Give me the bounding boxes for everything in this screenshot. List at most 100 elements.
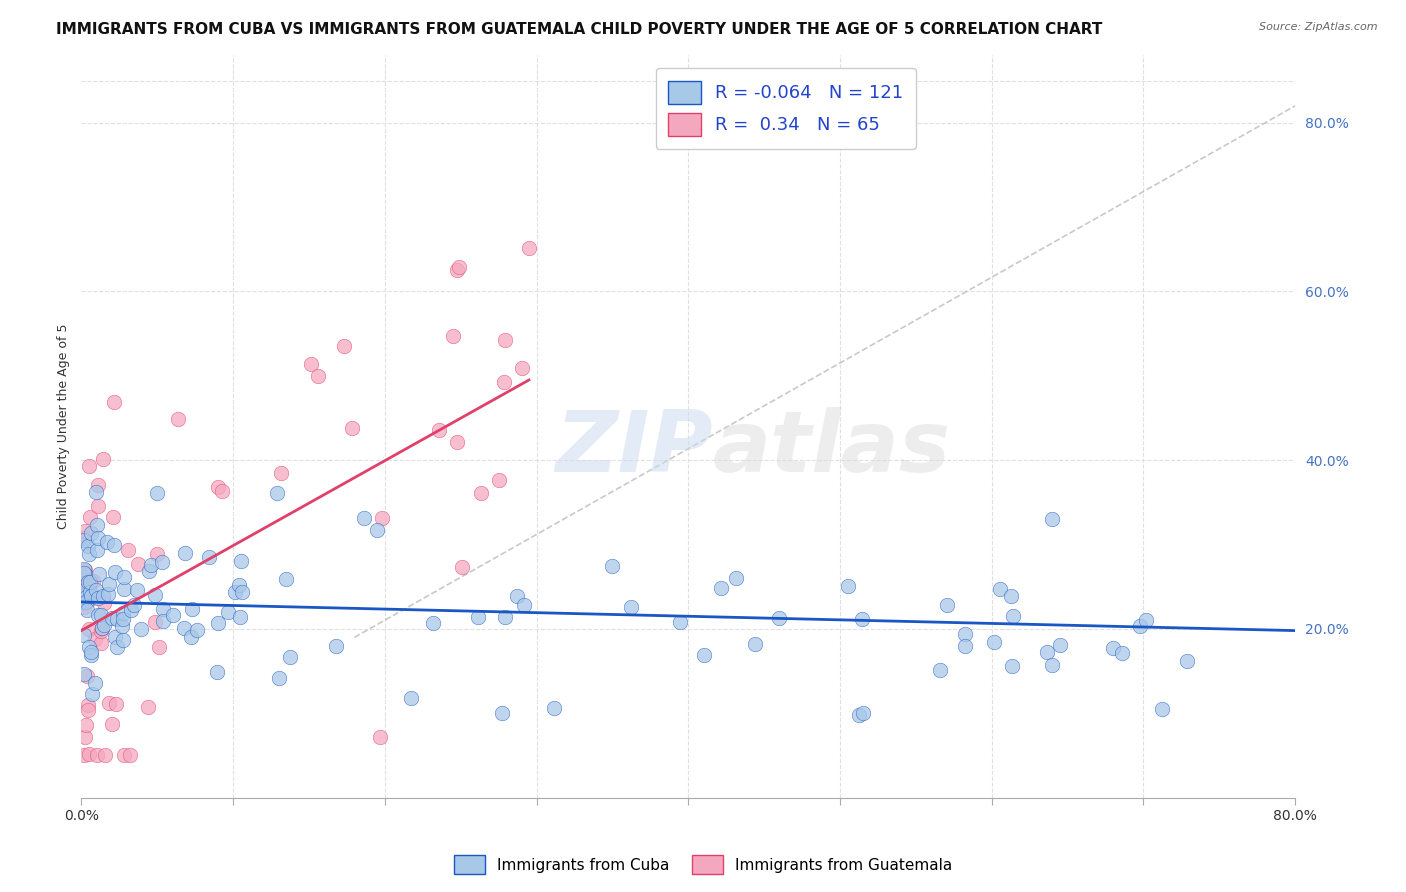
Text: ZIP: ZIP xyxy=(555,407,713,491)
Point xyxy=(84,676,107,690)
Point xyxy=(988,582,1011,597)
Point xyxy=(96,535,118,549)
Point xyxy=(467,609,489,624)
Point xyxy=(1135,613,1157,627)
Point xyxy=(427,423,450,437)
Text: atlas: atlas xyxy=(713,407,950,491)
Point xyxy=(79,648,101,662)
Legend: R = -0.064   N = 121, R =  0.34   N = 65: R = -0.064 N = 121, R = 0.34 N = 65 xyxy=(655,68,915,149)
Point xyxy=(266,486,288,500)
Point xyxy=(848,708,870,723)
Point xyxy=(1000,589,1022,603)
Point xyxy=(955,640,977,654)
Point xyxy=(150,555,173,569)
Point xyxy=(274,572,297,586)
Point xyxy=(79,584,101,599)
Point xyxy=(73,600,96,615)
Point xyxy=(693,648,716,662)
Point xyxy=(76,603,98,617)
Point xyxy=(506,590,529,604)
Point xyxy=(162,608,184,623)
Point xyxy=(852,706,875,721)
Point xyxy=(79,622,101,636)
Point xyxy=(180,631,202,645)
Point xyxy=(98,577,121,591)
Point xyxy=(91,590,114,604)
Point xyxy=(174,545,197,559)
Point xyxy=(103,537,125,551)
Point xyxy=(77,548,100,562)
Point xyxy=(93,748,115,763)
Point xyxy=(173,621,195,635)
Point xyxy=(152,614,174,628)
Point xyxy=(73,595,96,609)
Point xyxy=(936,599,959,613)
Point xyxy=(80,526,103,541)
Legend: Immigrants from Cuba, Immigrants from Guatemala: Immigrants from Cuba, Immigrants from Gu… xyxy=(449,849,957,880)
Point xyxy=(217,605,239,619)
Point xyxy=(76,586,98,600)
Point xyxy=(73,748,96,763)
Point xyxy=(75,595,97,609)
Point xyxy=(148,640,170,654)
Point xyxy=(141,558,163,572)
Point xyxy=(491,706,513,720)
Point xyxy=(79,574,101,589)
Point xyxy=(101,611,124,625)
Point xyxy=(837,579,859,593)
Point xyxy=(79,458,101,473)
Point xyxy=(1001,608,1024,623)
Point xyxy=(399,690,422,705)
Point xyxy=(1049,638,1071,652)
Point xyxy=(231,585,253,599)
Point xyxy=(138,699,160,714)
Point xyxy=(101,510,124,524)
Point xyxy=(494,609,516,624)
Point xyxy=(127,557,149,571)
Point xyxy=(543,701,565,715)
Point xyxy=(446,435,468,450)
Point xyxy=(83,632,105,646)
Point xyxy=(492,376,515,390)
Point xyxy=(1036,645,1059,659)
Point xyxy=(1152,701,1174,715)
Point xyxy=(744,637,766,651)
Point xyxy=(143,588,166,602)
Point xyxy=(447,260,470,274)
Point xyxy=(104,566,127,580)
Point xyxy=(101,716,124,731)
Point xyxy=(122,598,145,612)
Point xyxy=(105,640,128,654)
Point xyxy=(76,578,98,592)
Point xyxy=(77,703,100,717)
Text: IMMIGRANTS FROM CUBA VS IMMIGRANTS FROM GUATEMALA CHILD POVERTY UNDER THE AGE OF: IMMIGRANTS FROM CUBA VS IMMIGRANTS FROM … xyxy=(56,22,1102,37)
Point xyxy=(79,589,101,603)
Point xyxy=(73,533,96,548)
Point xyxy=(166,412,188,426)
Point xyxy=(143,615,166,630)
Point xyxy=(118,748,141,763)
Point xyxy=(79,510,101,524)
Point xyxy=(73,562,96,576)
Point xyxy=(145,486,167,500)
Point xyxy=(75,718,97,732)
Point xyxy=(73,730,96,744)
Point xyxy=(267,671,290,685)
Point xyxy=(1000,658,1022,673)
Point xyxy=(370,511,392,525)
Point xyxy=(278,649,301,664)
Point xyxy=(89,566,111,581)
Point xyxy=(84,582,107,597)
Point xyxy=(333,339,356,353)
Point xyxy=(77,698,100,713)
Point xyxy=(112,748,135,763)
Point xyxy=(86,517,108,532)
Y-axis label: Child Poverty Under the Age of 5: Child Poverty Under the Age of 5 xyxy=(58,324,70,529)
Point xyxy=(441,328,464,343)
Point xyxy=(1040,511,1063,525)
Point xyxy=(211,483,233,498)
Point xyxy=(510,361,533,376)
Point xyxy=(129,622,152,636)
Point xyxy=(186,623,208,637)
Point xyxy=(1175,654,1198,668)
